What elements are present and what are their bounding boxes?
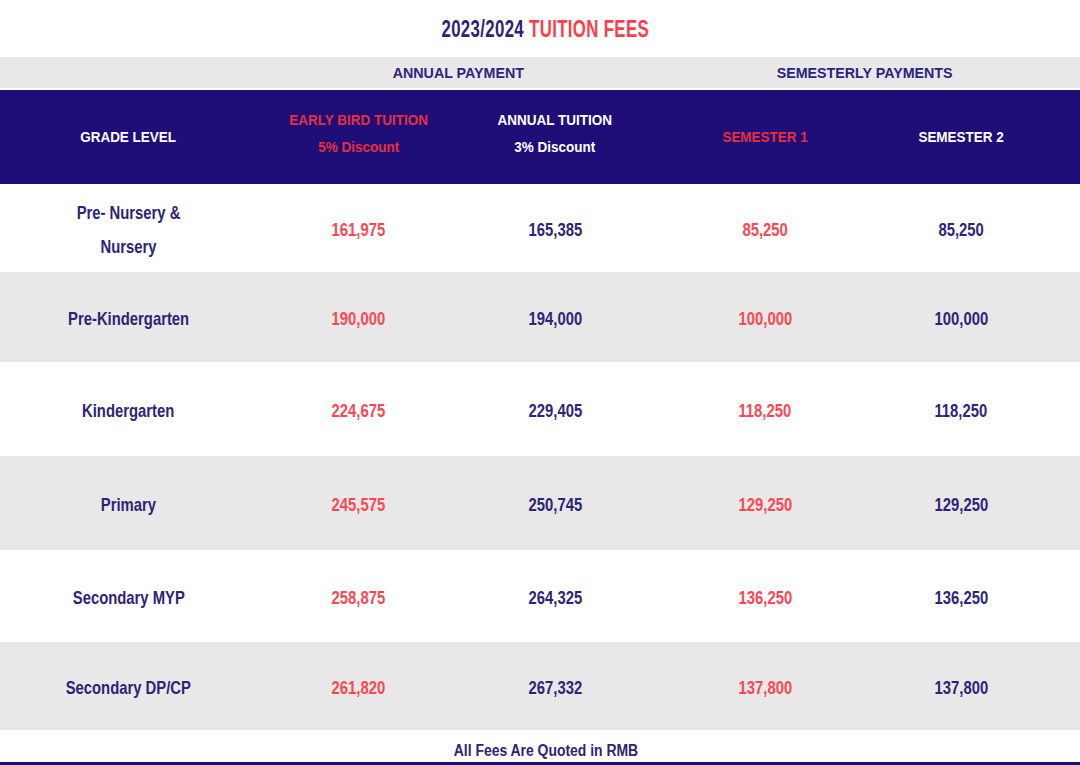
- annual-value: 264,325: [460, 550, 650, 642]
- early-bird-value: 161,975: [257, 184, 460, 272]
- semester2-value: 100,000: [880, 272, 1080, 362]
- group-header-semesterly: SEMESTERLY PAYMENTS: [650, 57, 1080, 88]
- early-bird-value: 245,575: [257, 456, 460, 550]
- group-header-annual: ANNUAL PAYMENT: [257, 57, 650, 88]
- table-row: Pre-Kindergarten 190,000 194,000 100,000…: [0, 272, 1080, 362]
- table-row: Secondary MYP 258,875 264,325 136,250 13…: [0, 550, 1080, 642]
- semester1-value: 85,250: [650, 184, 880, 272]
- semester1-value: 129,250: [650, 456, 880, 550]
- column-header-semester2: SEMESTER 2: [880, 90, 1080, 184]
- title-year: 2023/2024: [442, 15, 525, 42]
- payment-group-header: ANNUAL PAYMENT SEMESTERLY PAYMENTS: [0, 57, 1080, 88]
- title-label: TUITION FEES: [529, 15, 649, 42]
- grade-cell: Secondary MYP: [0, 550, 257, 642]
- column-header-annual-tuition: ANNUAL TUITION3% Discount: [460, 90, 650, 184]
- early-bird-value: 190,000: [257, 272, 460, 362]
- semester2-value: 137,800: [880, 642, 1080, 730]
- annual-value: 194,000: [460, 272, 650, 362]
- early-bird-value: 224,675: [257, 362, 460, 456]
- semester1-value: 136,250: [650, 550, 880, 642]
- early-bird-value: 258,875: [257, 550, 460, 642]
- semester1-value: 100,000: [650, 272, 880, 362]
- tuition-fees-page: 2023/2024 TUITION FEES ANNUAL PAYMENT SE…: [0, 0, 1080, 765]
- footer-note: All Fees Are Quoted in RMB: [0, 730, 1080, 762]
- semester2-value: 118,250: [880, 362, 1080, 456]
- table-row: Primary 245,575 250,745 129,250 129,250: [0, 456, 1080, 550]
- semester2-value: 129,250: [880, 456, 1080, 550]
- grade-cell: Kindergarten: [0, 362, 257, 456]
- title-bar: 2023/2024 TUITION FEES: [0, 0, 1080, 57]
- grade-cell: Primary: [0, 456, 257, 550]
- table-row: Secondary DP/CP 261,820 267,332 137,800 …: [0, 642, 1080, 730]
- semester2-value: 136,250: [880, 550, 1080, 642]
- table-row: Kindergarten 224,675 229,405 118,250 118…: [0, 362, 1080, 456]
- annual-value: 165,385: [460, 184, 650, 272]
- column-header-early-bird: EARLY BIRD TUITION5% Discount: [257, 90, 460, 184]
- table-row: Pre- Nursery &Nursery 161,975 165,385 85…: [0, 184, 1080, 272]
- semester1-value: 137,800: [650, 642, 880, 730]
- table-header-row: GRADE LEVEL EARLY BIRD TUITION5% Discoun…: [0, 90, 1080, 184]
- annual-value: 250,745: [460, 456, 650, 550]
- semester2-value: 85,250: [880, 184, 1080, 272]
- semester1-value: 118,250: [650, 362, 880, 456]
- column-header-grade-level: GRADE LEVEL: [0, 90, 257, 184]
- grade-cell: Pre-Kindergarten: [0, 272, 257, 362]
- grade-cell: Pre- Nursery &Nursery: [0, 184, 257, 272]
- column-header-semester1: SEMESTER 1: [650, 90, 880, 184]
- grade-cell: Secondary DP/CP: [0, 642, 257, 730]
- page-title: 2023/2024 TUITION FEES: [442, 15, 650, 43]
- annual-value: 267,332: [460, 642, 650, 730]
- annual-value: 229,405: [460, 362, 650, 456]
- early-bird-value: 261,820: [257, 642, 460, 730]
- group-header-spacer: [0, 57, 257, 88]
